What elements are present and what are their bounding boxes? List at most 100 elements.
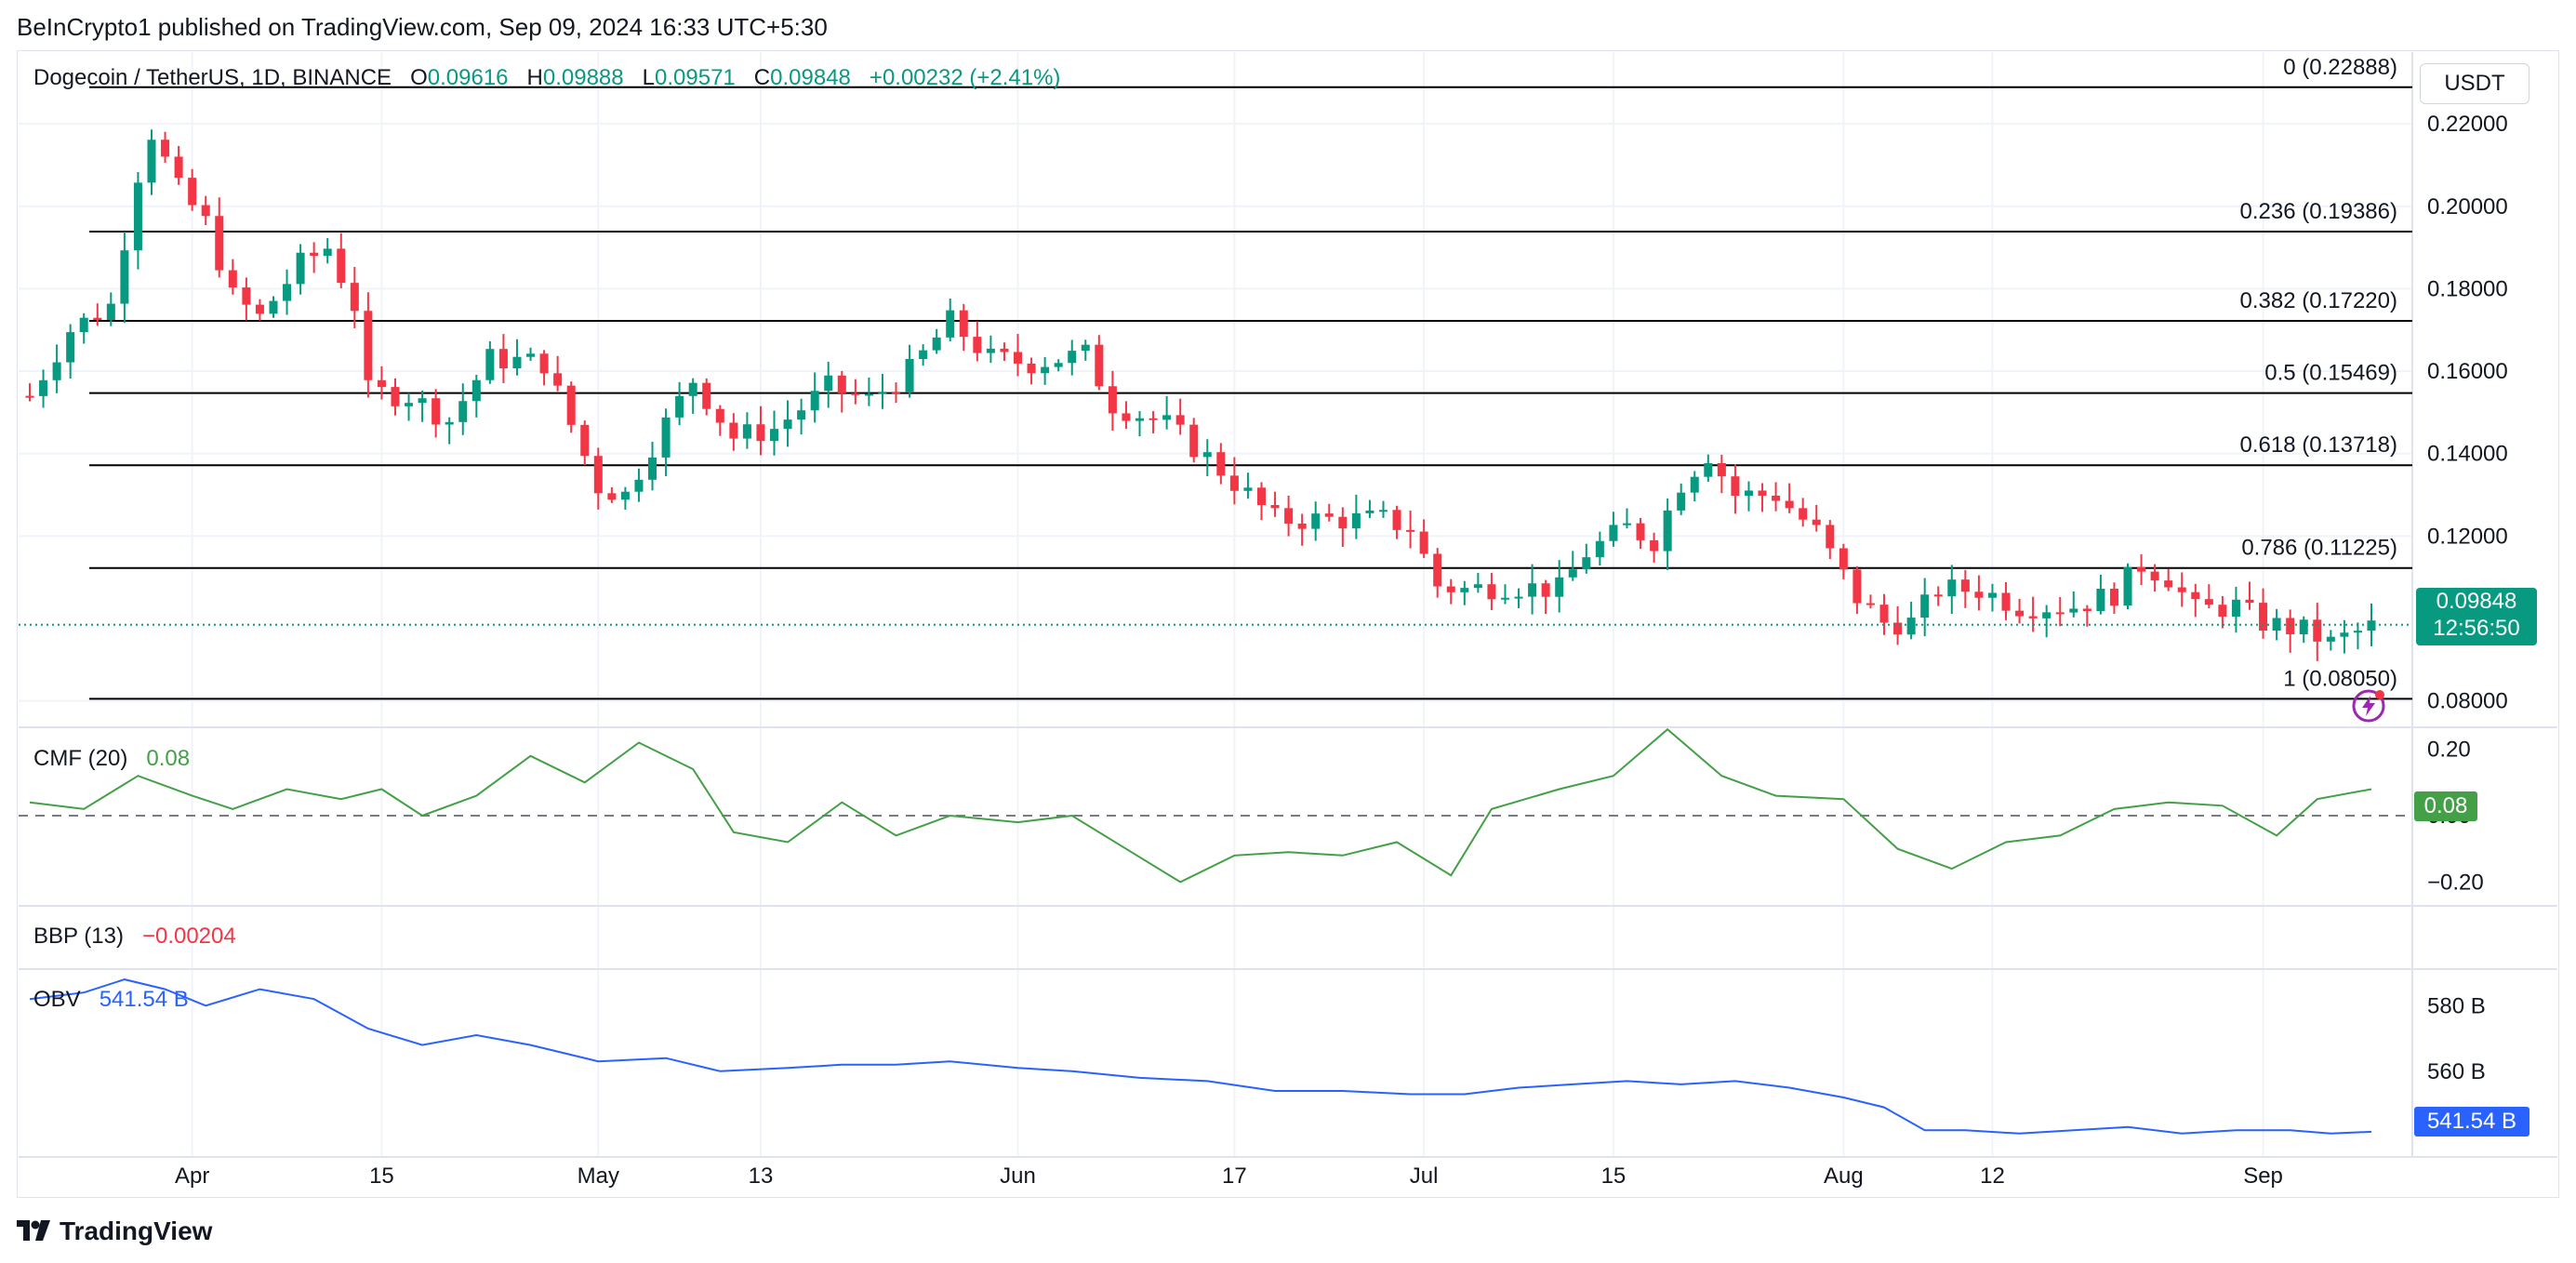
candle-body — [2231, 599, 2240, 618]
low-label: L — [642, 65, 656, 90]
candle-body — [1284, 508, 1294, 524]
candle-body — [106, 303, 115, 321]
bbp-name[interactable]: BBP (13) — [33, 924, 124, 949]
candle-body — [1974, 592, 1984, 598]
candle-body — [1297, 523, 1307, 529]
candle-body — [1690, 476, 1699, 493]
candle-body — [391, 387, 400, 406]
candle-body — [1636, 523, 1645, 540]
fib-level-label: 0.382 (0.17220) — [2240, 288, 2397, 313]
cmf-name[interactable]: CMF (20) — [33, 746, 128, 771]
candle-body — [2028, 616, 2038, 618]
candle-body — [1812, 519, 1821, 525]
candle-body — [715, 408, 724, 423]
fib-level-label: 0 (0.22888) — [2283, 55, 2397, 80]
candle-body — [1392, 510, 1401, 530]
candle-body — [1419, 531, 1428, 554]
candle-body — [2340, 632, 2349, 637]
price-tick-label: 0.08000 — [2427, 689, 2508, 714]
candle-body — [1000, 348, 1009, 352]
fib-level-label: 0.618 (0.13718) — [2240, 432, 2397, 458]
candle-body — [1609, 525, 1618, 541]
flash-icon[interactable] — [2351, 688, 2386, 724]
candle-body — [1650, 539, 1659, 552]
candle-body — [93, 317, 102, 321]
candle-body — [2286, 618, 2295, 634]
candle-body — [2109, 589, 2118, 606]
symbol-title[interactable]: Dogecoin / TetherUS, 1D, BINANCE — [33, 65, 392, 90]
candle-body — [174, 156, 183, 179]
candle-body — [1893, 622, 1903, 635]
candle-body — [2055, 612, 2065, 615]
candle-body — [1216, 452, 1226, 476]
obv-name[interactable]: OBV — [33, 987, 81, 1012]
pane-separators — [19, 52, 2557, 1158]
candle-body — [39, 379, 48, 396]
candle-body — [1785, 500, 1794, 509]
x-tick-label: 13 — [749, 1163, 774, 1189]
currency-selector[interactable]: USDT — [2420, 63, 2530, 104]
cmf-line — [29, 727, 2372, 884]
price-tick-label: 0.12000 — [2427, 524, 2508, 549]
fib-level-label: 0.236 (0.19386) — [2240, 199, 2397, 224]
grid-lines — [19, 52, 2412, 1157]
candle-body — [405, 403, 414, 406]
candle-body — [1879, 605, 1889, 623]
candle-body — [255, 304, 264, 314]
candle-body — [1324, 513, 1334, 517]
candle-body — [445, 421, 454, 425]
high-value: 0.09888 — [542, 65, 624, 90]
candle-body — [837, 375, 846, 393]
candle-body — [2326, 636, 2335, 642]
candle-body — [25, 395, 34, 398]
candle-body — [1135, 418, 1145, 421]
candle-body — [1555, 577, 1564, 597]
candle-body — [2204, 599, 2213, 605]
candle-body — [2015, 610, 2025, 617]
cmf-tick-label: 0.20 — [2427, 738, 2471, 763]
candle-body — [364, 311, 373, 380]
candle-body — [1108, 386, 1117, 414]
candle-body — [1582, 557, 1591, 570]
candle-body — [1068, 351, 1077, 364]
candle-body — [458, 401, 468, 422]
bbp-legend: BBP (13) −0.00204 — [33, 924, 236, 950]
cmf-value-tag: 0.08 — [2414, 791, 2477, 821]
candle-body — [1744, 490, 1753, 497]
candle-body — [851, 392, 860, 395]
countdown-timer: 12:56:50 — [2433, 616, 2520, 641]
candle-body — [201, 205, 210, 217]
candle-body — [228, 270, 237, 288]
candle-body — [1433, 553, 1442, 587]
candle-body — [310, 252, 319, 257]
bbp-value: −0.00204 — [141, 924, 236, 949]
last-price-tag: 0.09848 12:56:50 — [2416, 588, 2537, 645]
candle-body — [1677, 492, 1686, 511]
candle-body — [905, 359, 914, 392]
candle-body — [1162, 415, 1172, 420]
candle-body — [986, 348, 995, 353]
candle-body — [1041, 366, 1050, 374]
fib-level-label: 0.786 (0.11225) — [2241, 536, 2397, 561]
candle-body — [1663, 510, 1672, 552]
candle-body — [864, 393, 873, 396]
candle-body — [1541, 583, 1550, 597]
candle-body — [432, 398, 441, 425]
tradingview-logo[interactable]: TradingView — [17, 1216, 212, 1246]
obv-value-tag: 541.54 B — [2414, 1107, 2530, 1137]
x-tick-label: May — [578, 1163, 619, 1189]
candle-body — [702, 382, 711, 409]
tradingview-logo-icon — [17, 1220, 50, 1241]
candle-body — [269, 300, 278, 314]
candle-body — [2137, 566, 2146, 572]
candle-body — [1514, 596, 1523, 599]
price-tick-label: 0.16000 — [2427, 359, 2508, 384]
candle-body — [729, 422, 738, 439]
candle-body — [770, 429, 779, 442]
candle-body — [120, 250, 129, 304]
x-tick-label: 12 — [1980, 1163, 2005, 1189]
x-tick-label: 17 — [1222, 1163, 1247, 1189]
candle-body — [1175, 415, 1185, 425]
candle-body — [824, 375, 833, 392]
